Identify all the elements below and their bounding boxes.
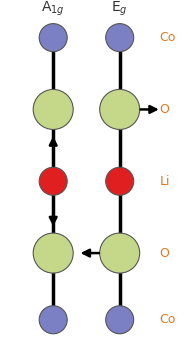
- Text: E$_{g}$: E$_{g}$: [111, 0, 128, 18]
- Text: Co: Co: [160, 31, 176, 44]
- Circle shape: [39, 306, 67, 334]
- Circle shape: [33, 233, 73, 273]
- Circle shape: [39, 24, 67, 52]
- Circle shape: [100, 90, 140, 129]
- Text: Li: Li: [160, 175, 170, 188]
- Circle shape: [33, 90, 73, 129]
- Circle shape: [106, 306, 134, 334]
- Circle shape: [106, 24, 134, 52]
- Text: Co: Co: [160, 313, 176, 326]
- Text: O: O: [160, 247, 169, 260]
- Circle shape: [39, 167, 67, 195]
- Text: O: O: [160, 103, 169, 116]
- Circle shape: [106, 167, 134, 195]
- Text: A$_{1g}$: A$_{1g}$: [41, 0, 65, 18]
- Circle shape: [100, 233, 140, 273]
